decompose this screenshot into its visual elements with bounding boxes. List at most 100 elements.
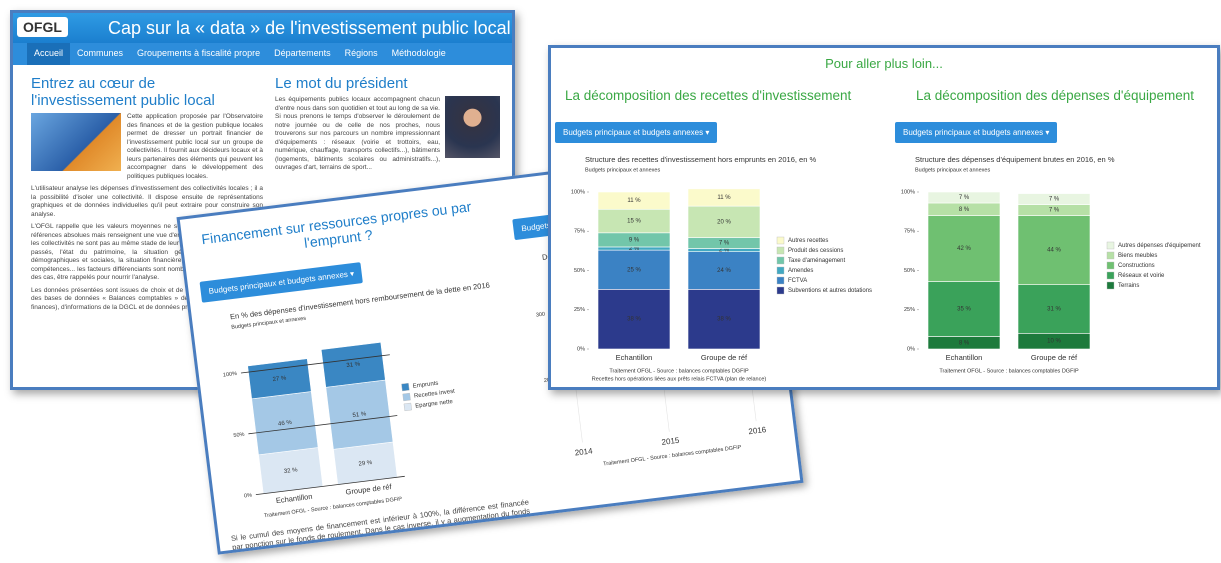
legend-label: Réseaux et voirie bbox=[1118, 273, 1165, 279]
legend-swatch bbox=[403, 393, 411, 401]
president: Le mot du président Les équipements publ… bbox=[275, 75, 500, 177]
header: OFGL Cap sur la « data » de l'investisse… bbox=[13, 13, 512, 43]
value-label: 31 % bbox=[1047, 307, 1061, 313]
y-tick-label: 300 bbox=[536, 311, 546, 318]
legend-swatch bbox=[401, 383, 409, 391]
legend-swatch bbox=[1107, 252, 1114, 259]
legend-label: Emprunts bbox=[413, 381, 439, 390]
y-tick-label: 50% bbox=[904, 268, 915, 274]
y-tick-label: 25% bbox=[574, 307, 585, 313]
value-label: 24 % bbox=[717, 268, 731, 274]
president-photo bbox=[445, 96, 500, 158]
value-label: 25 % bbox=[627, 267, 641, 273]
chart: En % des dépenses d'investissement hors … bbox=[201, 276, 526, 536]
dropdown-label: Budgets principaux et budgets annexes bbox=[563, 128, 703, 137]
legend-label: Taxe d'aménagement bbox=[788, 258, 846, 264]
legend-swatch bbox=[1107, 272, 1114, 279]
y-tick-label: 50% bbox=[233, 432, 245, 439]
value-label: 8 % bbox=[959, 340, 970, 346]
y-tick-label: 50% bbox=[574, 268, 585, 274]
legend-label: Produit des cessions bbox=[788, 248, 843, 254]
nav-item[interactable]: Accueil bbox=[27, 43, 70, 65]
value-label: 44 % bbox=[1047, 248, 1061, 254]
chart: Structure des dépenses d'équipement brut… bbox=[887, 152, 1217, 387]
value-label: 8 % bbox=[959, 207, 970, 213]
y-tick-label: 0% bbox=[577, 346, 585, 352]
legend-label: Constructions bbox=[1118, 263, 1155, 269]
crane-photo bbox=[31, 113, 121, 171]
dropdown-label: Budgets principaux et budgets annexes bbox=[208, 270, 348, 296]
x-tick-label: Echantillon bbox=[275, 492, 313, 505]
chart-subtitle: Budgets principaux et annexes bbox=[915, 167, 990, 173]
legend-swatch bbox=[1107, 282, 1114, 289]
section-heading: La décomposition des dépenses d'équipeme… bbox=[916, 88, 1194, 103]
site-title: Cap sur la « data » de l'investissement … bbox=[108, 18, 511, 39]
value-label: 42 % bbox=[957, 246, 971, 252]
source: Traitement OFGL - Source : balances comp… bbox=[603, 445, 742, 468]
president-heading: Le mot du président bbox=[275, 75, 500, 92]
x-tick-label: Groupe de réf bbox=[345, 482, 393, 497]
value-label: 10 % bbox=[1047, 339, 1061, 345]
legend-label: Subventions et autres dotations bbox=[788, 288, 872, 294]
legend-label: Autres dépenses d'équipement bbox=[1118, 243, 1201, 249]
value-label: 7 % bbox=[719, 241, 730, 247]
value-label: 7 % bbox=[1049, 197, 1060, 203]
legend-swatch bbox=[1107, 242, 1114, 249]
x-tick-label: Groupe de réf bbox=[1031, 353, 1078, 362]
legend-swatch bbox=[777, 247, 784, 254]
value-label: 7 % bbox=[1049, 208, 1060, 214]
y-tick-label: 75% bbox=[904, 229, 915, 235]
chart: Structure des recettes d'investissement … bbox=[557, 152, 887, 387]
nav: Accueil Communes Groupements à fiscalité… bbox=[13, 43, 512, 65]
value-label: 20 % bbox=[717, 219, 731, 225]
legend-label: Biens meubles bbox=[1118, 253, 1157, 259]
source: Traitement OFGL - Source : balances comp… bbox=[609, 368, 749, 374]
legend-label: Autres recettes bbox=[788, 238, 828, 244]
legend-label: Recettes invest bbox=[414, 389, 456, 400]
nav-item[interactable]: Régions bbox=[338, 43, 385, 65]
value-label: 11 % bbox=[627, 198, 641, 204]
value-label: 38 % bbox=[627, 317, 641, 323]
section-heading: La décomposition des recettes d'investis… bbox=[565, 88, 851, 103]
legend-label: Terrains bbox=[1118, 283, 1139, 289]
x-tick-label: Groupe de réf bbox=[701, 353, 748, 362]
chart-title: Structure des dépenses d'équipement brut… bbox=[915, 155, 1115, 164]
y-tick-label: 100% bbox=[901, 189, 915, 195]
y-tick-label: 25% bbox=[904, 307, 915, 313]
page: OFGL Cap sur la « data » de l'investisse… bbox=[0, 0, 1221, 563]
y-tick-label: 75% bbox=[574, 229, 585, 235]
legend-swatch bbox=[777, 287, 784, 294]
nav-item[interactable]: Groupements à fiscalité propre bbox=[130, 43, 267, 65]
nav-item[interactable]: Méthodologie bbox=[385, 43, 453, 65]
nav-item[interactable]: Communes bbox=[70, 43, 130, 65]
nav-item[interactable]: Départements bbox=[267, 43, 338, 65]
value-label: 11 % bbox=[717, 195, 731, 201]
logo: OFGL bbox=[17, 17, 68, 37]
value-label: 38 % bbox=[717, 317, 731, 323]
x-tick-label: 2015 bbox=[661, 436, 680, 447]
dropdown[interactable]: Budgets principaux et budgets annexes ▾ bbox=[895, 122, 1057, 143]
legend-swatch bbox=[1107, 262, 1114, 269]
legend-swatch bbox=[777, 257, 784, 264]
x-tick-label: 2014 bbox=[574, 446, 593, 457]
y-tick-label: 0% bbox=[244, 493, 253, 500]
chart-title: Structure des recettes d'investissement … bbox=[585, 155, 816, 164]
x-tick-label: Echantillon bbox=[946, 353, 983, 362]
value-label: 9 % bbox=[629, 237, 640, 243]
x-tick-label: Echantillon bbox=[616, 353, 653, 362]
dropdown-label: Budgets principaux et budgets annexes bbox=[903, 128, 1043, 137]
legend-label: Epargne nette bbox=[415, 399, 454, 410]
source: Traitement OFGL - Source : balances comp… bbox=[939, 368, 1079, 374]
plus-loin-panel: Pour aller plus loin... La décomposition… bbox=[548, 45, 1220, 390]
x-tick-label: 2016 bbox=[748, 425, 767, 436]
note: Recettes hors opérations liées aux prêts… bbox=[592, 376, 767, 382]
legend-swatch bbox=[404, 403, 412, 411]
intro-heading: Entrez au cœur de l'investissement publi… bbox=[31, 75, 263, 109]
value-label: 15 % bbox=[627, 219, 641, 225]
y-tick-label: 100% bbox=[223, 371, 238, 379]
y-tick-label: 100% bbox=[571, 189, 585, 195]
dropdown[interactable]: Budgets principaux et budgets annexes ▾ bbox=[555, 122, 717, 143]
y-tick-label: 0% bbox=[907, 346, 915, 352]
legend-label: FCTVA bbox=[788, 278, 807, 284]
legend-swatch bbox=[777, 267, 784, 274]
